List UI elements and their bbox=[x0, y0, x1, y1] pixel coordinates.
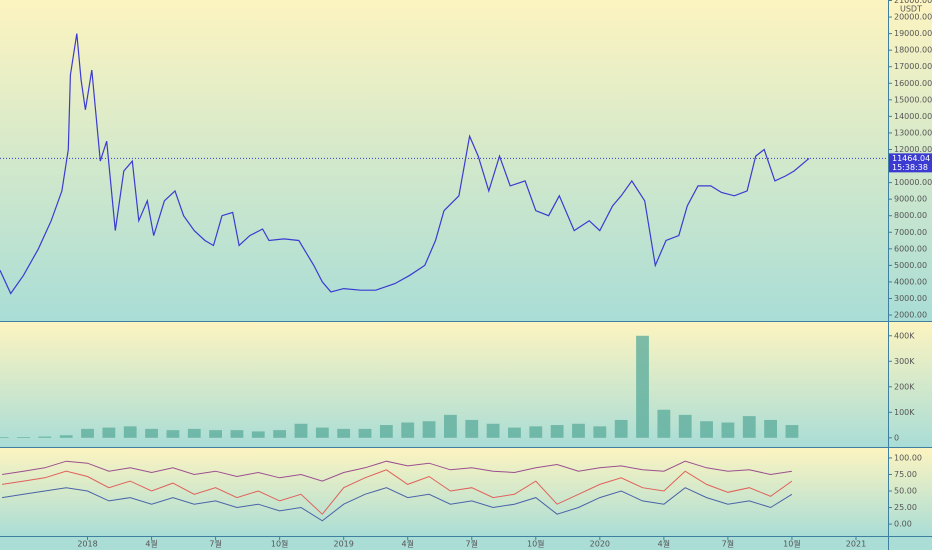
countdown-label: 15:38:38 bbox=[892, 163, 928, 172]
volume-bar bbox=[145, 428, 158, 438]
volume-bar bbox=[59, 435, 73, 438]
x-tick-label: 7월 bbox=[466, 539, 478, 549]
last-price-label: 11464.04 bbox=[892, 154, 930, 163]
volume-bar bbox=[81, 428, 94, 438]
volume-bar bbox=[593, 426, 607, 438]
volume-bar bbox=[294, 423, 308, 438]
volume-bar bbox=[273, 430, 287, 438]
y-tick-label: 10000.00 bbox=[894, 178, 932, 187]
y-tick-label: 20000.00 bbox=[894, 13, 932, 22]
volume-bar bbox=[700, 421, 713, 438]
last-price-box bbox=[889, 153, 932, 173]
volume-bar bbox=[508, 427, 521, 438]
x-tick-label: 2018 bbox=[77, 540, 97, 549]
y-tick-label: 9000.00 bbox=[894, 195, 927, 204]
volume-bar bbox=[315, 427, 329, 438]
y-tick-label: 100.00 bbox=[894, 453, 922, 462]
y-tick-label: 5000.00 bbox=[894, 261, 927, 270]
volume-bar bbox=[209, 430, 222, 438]
x-tick-label: 2019 bbox=[333, 540, 353, 549]
volume-bar bbox=[422, 421, 436, 438]
series-line bbox=[2, 460, 792, 482]
volume-bar bbox=[572, 423, 585, 438]
volume-bar bbox=[358, 428, 372, 438]
pane-bg bbox=[0, 0, 932, 321]
volume-bar bbox=[17, 437, 30, 438]
y-tick-label: 50.00 bbox=[894, 487, 917, 496]
volume-bar bbox=[251, 431, 265, 438]
y-tick-label: 0 bbox=[894, 433, 899, 442]
x-tick-label: 10월 bbox=[527, 539, 545, 549]
y-tick-label: 0.00 bbox=[894, 520, 912, 529]
x-tick-label: 10월 bbox=[783, 539, 801, 549]
volume-bar bbox=[465, 419, 479, 438]
volume-bar bbox=[38, 436, 52, 438]
volume-bar bbox=[636, 335, 649, 438]
y-tick-label: 200K bbox=[894, 382, 915, 391]
volume-bar bbox=[187, 428, 201, 438]
volume-bar bbox=[444, 414, 457, 438]
volume-bar bbox=[123, 426, 137, 438]
y-tick-label: 75.00 bbox=[894, 470, 917, 479]
y-tick-label: 4000.00 bbox=[894, 277, 927, 286]
series-line bbox=[2, 487, 793, 522]
volume-bar bbox=[550, 425, 564, 438]
x-tick-label: 7월 bbox=[722, 539, 734, 549]
y-tick-label: 25.00 bbox=[894, 503, 917, 512]
volume-bar bbox=[742, 416, 756, 438]
series-line bbox=[0, 33, 810, 295]
y-tick-label: 17000.00 bbox=[894, 62, 932, 71]
y-tick-label: 3000.00 bbox=[894, 294, 927, 303]
y-tick-label: 21000.00 bbox=[894, 0, 932, 5]
y-tick-label: 400K bbox=[894, 331, 915, 340]
y-tick-label: 300K bbox=[894, 357, 915, 366]
volume-bar bbox=[337, 428, 351, 438]
volume-bar bbox=[785, 425, 799, 438]
x-tick-label: 4월 bbox=[658, 539, 670, 549]
x-tick-label: 4월 bbox=[401, 539, 413, 549]
y-tick-label: 12000.00 bbox=[894, 145, 932, 154]
volume-bar bbox=[721, 422, 735, 438]
time-axis-bg bbox=[0, 537, 932, 550]
volume-bar bbox=[657, 409, 671, 438]
y-tick-label: 6000.00 bbox=[894, 244, 927, 253]
y-tick-label: 18000.00 bbox=[894, 46, 932, 55]
series-line bbox=[2, 469, 793, 515]
x-tick-label: 4월 bbox=[145, 539, 157, 549]
x-tick-label: 2020 bbox=[590, 540, 610, 549]
x-tick-label: 2021 bbox=[846, 540, 866, 549]
y-tick-label: 13000.00 bbox=[894, 128, 932, 137]
y-tick-label: 19000.00 bbox=[894, 29, 932, 38]
y-tick-label: 8000.00 bbox=[894, 211, 927, 220]
volume-bar bbox=[230, 430, 244, 438]
y-tick-label: 15000.00 bbox=[894, 95, 932, 104]
volume-bar bbox=[401, 422, 415, 438]
x-tick-label: 10월 bbox=[271, 539, 289, 549]
volume-bar bbox=[764, 419, 777, 438]
volume-bar bbox=[529, 426, 543, 438]
pane-bg bbox=[0, 448, 932, 537]
x-tick-label: 7월 bbox=[209, 539, 221, 549]
volume-bar bbox=[614, 419, 628, 438]
y-tick-label: 14000.00 bbox=[894, 112, 932, 121]
volume-bar bbox=[166, 430, 180, 438]
volume-bar bbox=[678, 414, 692, 438]
volume-bar bbox=[102, 427, 116, 438]
y-tick-label: 2000.00 bbox=[894, 311, 927, 320]
y-tick-label: 7000.00 bbox=[894, 228, 927, 237]
volume-bar bbox=[486, 423, 500, 438]
y-tick-label: 16000.00 bbox=[894, 79, 932, 88]
y-tick-label: 100K bbox=[894, 408, 915, 417]
volume-bar bbox=[0, 437, 9, 438]
unit-label: USDT bbox=[900, 5, 922, 14]
volume-bar bbox=[379, 425, 393, 438]
